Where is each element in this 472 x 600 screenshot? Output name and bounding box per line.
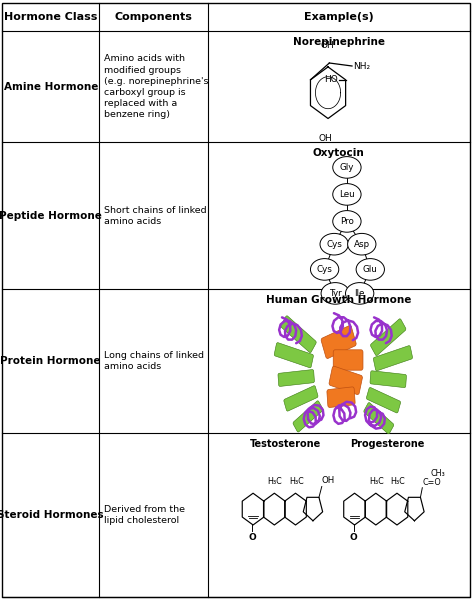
- Text: Ile: Ile: [354, 289, 365, 298]
- Text: NH₂: NH₂: [354, 62, 371, 71]
- FancyBboxPatch shape: [321, 325, 356, 359]
- Text: Glu: Glu: [363, 265, 378, 274]
- FancyBboxPatch shape: [370, 371, 406, 388]
- Ellipse shape: [321, 283, 349, 304]
- Text: Components: Components: [115, 12, 192, 22]
- Ellipse shape: [356, 259, 384, 280]
- FancyBboxPatch shape: [274, 343, 313, 368]
- Text: Amino acids with
modified groups
(e.g. norepinephrine's
carboxyl group is
replac: Amino acids with modified groups (e.g. n…: [104, 55, 208, 119]
- FancyBboxPatch shape: [278, 370, 314, 386]
- Text: CH₃: CH₃: [431, 469, 446, 478]
- FancyBboxPatch shape: [329, 366, 362, 395]
- Text: Cys: Cys: [317, 265, 333, 274]
- Text: HO: HO: [324, 76, 337, 85]
- Text: Leu: Leu: [339, 190, 355, 199]
- Ellipse shape: [320, 233, 348, 255]
- Text: Protein Hormone: Protein Hormone: [0, 356, 101, 366]
- Ellipse shape: [333, 211, 361, 232]
- FancyBboxPatch shape: [293, 401, 323, 432]
- Ellipse shape: [346, 283, 374, 304]
- Text: OH: OH: [320, 41, 334, 50]
- Ellipse shape: [347, 233, 376, 255]
- Text: Cys: Cys: [326, 240, 342, 249]
- Ellipse shape: [311, 259, 339, 280]
- Text: Peptide Hormone: Peptide Hormone: [0, 211, 102, 221]
- Text: Progesterone: Progesterone: [350, 439, 424, 449]
- Text: OH: OH: [322, 476, 335, 485]
- Text: Human Growth Hormone: Human Growth Hormone: [266, 295, 411, 305]
- Ellipse shape: [333, 184, 361, 205]
- Text: O: O: [350, 533, 357, 542]
- FancyBboxPatch shape: [373, 346, 413, 371]
- Text: Amine Hormone: Amine Hormone: [4, 82, 98, 92]
- Text: Norepinephrine: Norepinephrine: [293, 37, 385, 47]
- Text: H₃C: H₃C: [390, 477, 405, 486]
- Text: C=O: C=O: [423, 478, 441, 487]
- Text: OH: OH: [319, 134, 333, 143]
- Text: Gly: Gly: [340, 163, 354, 172]
- Text: Oxytocin: Oxytocin: [313, 148, 364, 158]
- FancyBboxPatch shape: [281, 316, 316, 353]
- Text: Asp: Asp: [354, 240, 370, 249]
- Text: H₃C: H₃C: [289, 477, 303, 486]
- Text: Long chains of linked
amino acids: Long chains of linked amino acids: [104, 351, 204, 371]
- Text: Steroid Hormones: Steroid Hormones: [0, 510, 104, 520]
- Text: O: O: [248, 533, 256, 542]
- Text: Pro: Pro: [340, 217, 354, 226]
- Text: Hormone Class: Hormone Class: [4, 12, 97, 22]
- FancyBboxPatch shape: [371, 319, 406, 356]
- FancyBboxPatch shape: [333, 350, 363, 370]
- Text: H₃C: H₃C: [369, 477, 384, 486]
- FancyBboxPatch shape: [327, 387, 355, 407]
- Text: Tyr: Tyr: [329, 289, 342, 298]
- Text: Short chains of linked
amino acids: Short chains of linked amino acids: [104, 206, 206, 226]
- Text: H₃C: H₃C: [268, 477, 282, 486]
- FancyBboxPatch shape: [284, 386, 318, 411]
- Text: Derived from the
lipid cholesterol: Derived from the lipid cholesterol: [104, 505, 185, 525]
- FancyBboxPatch shape: [364, 403, 394, 434]
- Text: Testosterone: Testosterone: [250, 439, 321, 449]
- FancyBboxPatch shape: [366, 388, 401, 413]
- Text: Example(s): Example(s): [304, 12, 373, 22]
- Ellipse shape: [333, 157, 361, 178]
